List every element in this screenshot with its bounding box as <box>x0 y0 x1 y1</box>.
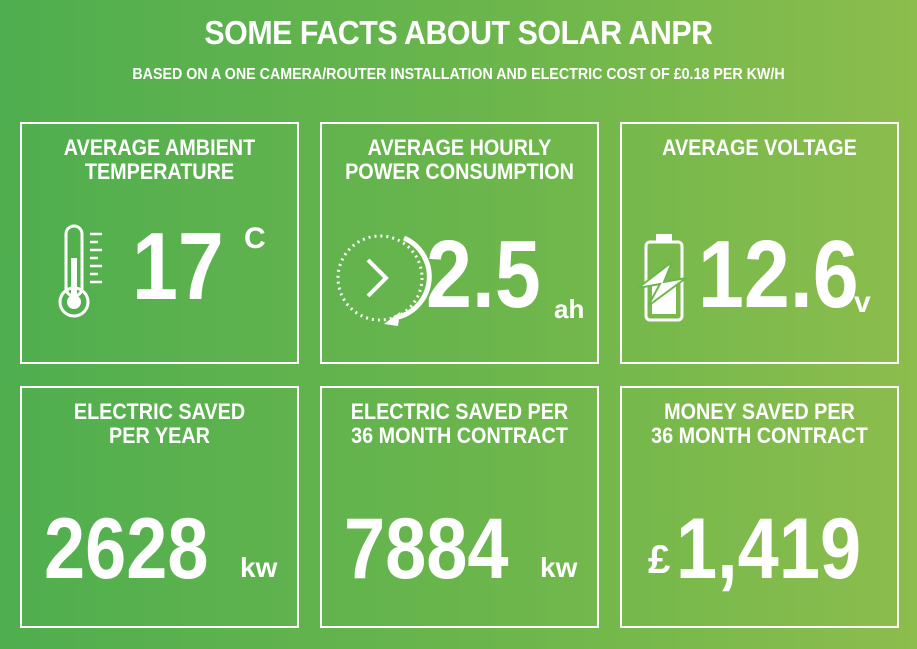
page-subtitle: BASED ON A ONE CAMERA/ROUTER INSTALLATIO… <box>132 66 785 83</box>
clock-arrow-icon <box>336 234 432 326</box>
temperature-unit: C <box>244 222 266 255</box>
card-label: AVERAGE HOURLY POWER CONSUMPTION <box>345 135 574 184</box>
electric-saved-contract-unit: kw <box>540 552 578 583</box>
card-hourly-power: AVERAGE HOURLY POWER CONSUMPTION 2.5 ah <box>320 122 599 364</box>
card-label: MONEY SAVED PER 36 MONTH CONTRACT <box>651 399 868 448</box>
thermometer-icon <box>58 224 102 318</box>
money-saved-value: 1,419 <box>676 501 862 597</box>
card-label: ELECTRIC SAVED PER 36 MONTH CONTRACT <box>350 399 569 448</box>
card-average-voltage: AVERAGE VOLTAGE 12.6 v <box>620 122 899 364</box>
card-label: AVERAGE VOLTAGE <box>662 135 857 160</box>
card-label: ELECTRIC SAVED PER YEAR <box>73 399 246 448</box>
voltage-unit: v <box>854 286 871 319</box>
electric-saved-contract-value: 7884 <box>344 501 509 597</box>
temperature-value: 17 <box>132 213 224 320</box>
electric-saved-year-unit: kw <box>240 552 278 583</box>
page-title: SOME FACTS ABOUT SOLAR ANPR <box>204 14 713 51</box>
card-electric-saved-year: ELECTRIC SAVED PER YEAR 2628 kw <box>20 386 299 628</box>
voltage-value: 12.6 <box>698 221 859 328</box>
electric-saved-year-value: 2628 <box>44 501 209 597</box>
card-label: AVERAGE AMBIENT TEMPERATURE <box>63 135 256 184</box>
card-money-saved-contract: MONEY SAVED PER 36 MONTH CONTRACT £ 1,41… <box>620 386 899 628</box>
currency-symbol: £ <box>648 538 671 582</box>
card-electric-saved-contract: ELECTRIC SAVED PER 36 MONTH CONTRACT 788… <box>320 386 599 628</box>
card-ambient-temperature: AVERAGE AMBIENT TEMPERATURE 17 C <box>20 122 299 364</box>
power-unit: ah <box>554 294 585 324</box>
power-value: 2.5 <box>426 221 541 328</box>
battery-charging-icon <box>637 234 687 322</box>
